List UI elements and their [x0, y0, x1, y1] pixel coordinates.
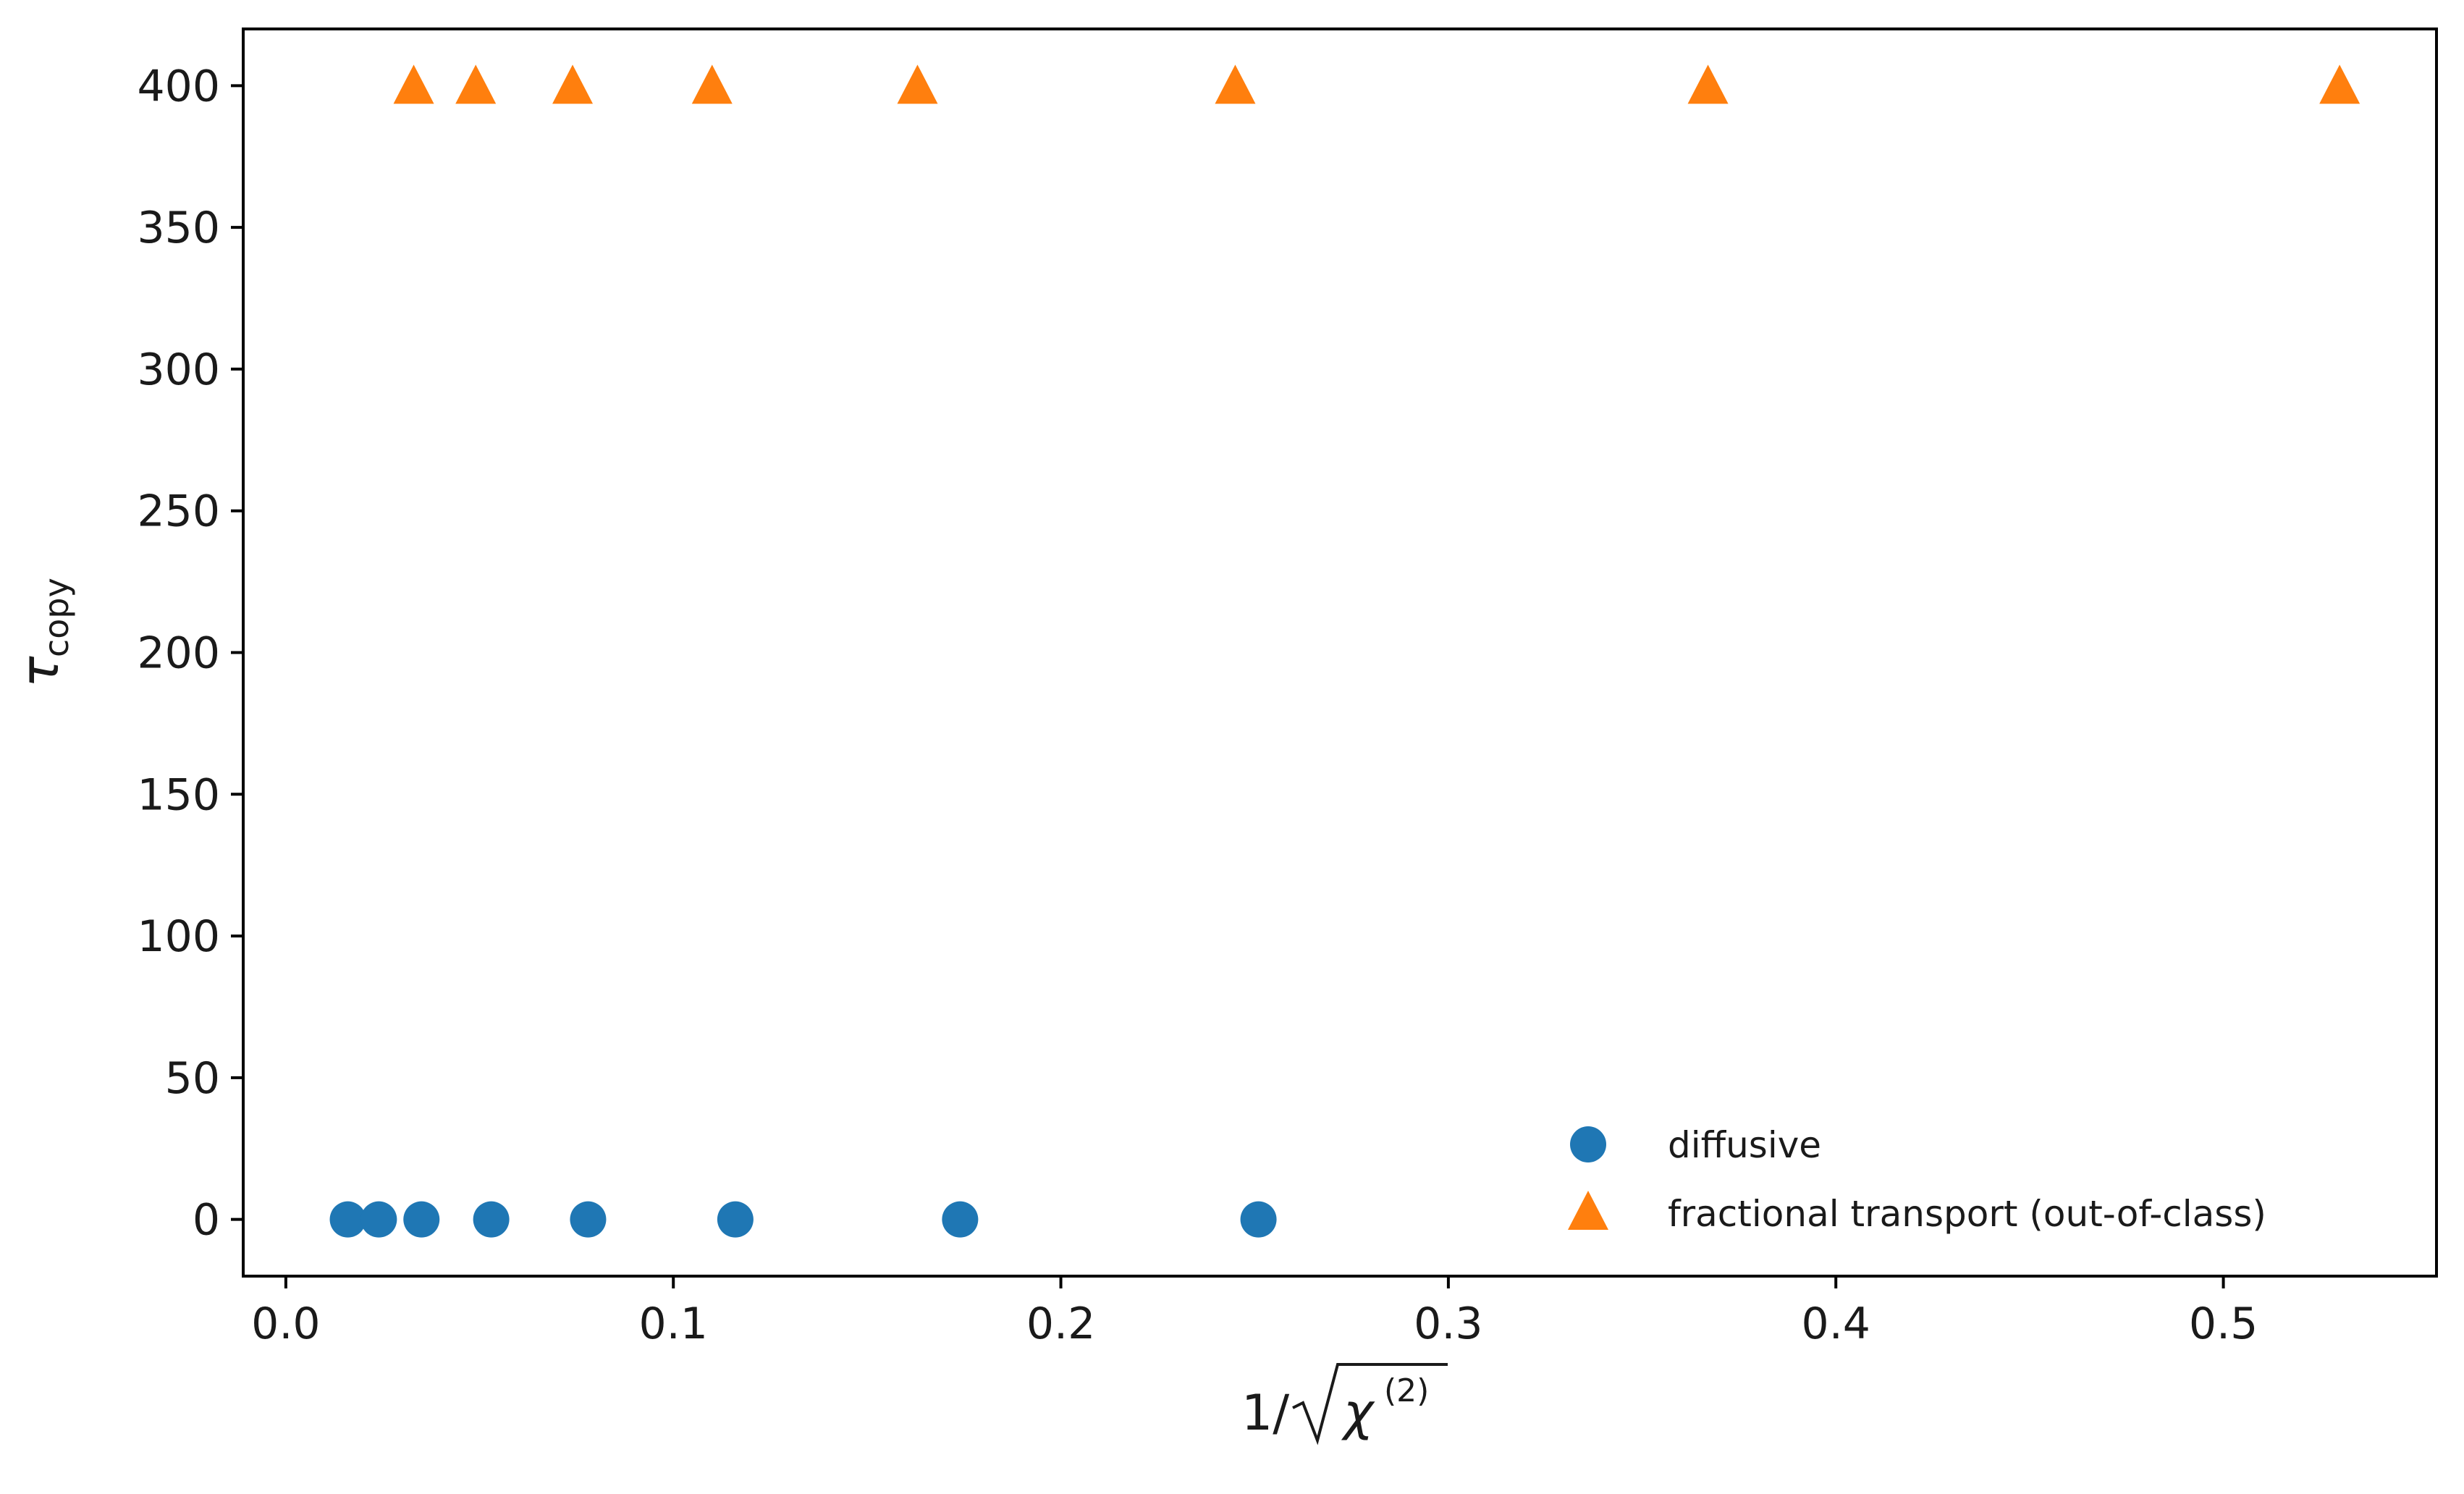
y-axis-label: τ copy — [9, 578, 76, 688]
y-tick-label: 350 — [137, 203, 220, 253]
legend-label-diffusive: diffusive — [1668, 1124, 1821, 1166]
data-point-diffusive — [329, 1201, 366, 1238]
y-tick-label: 50 — [165, 1053, 220, 1104]
y-tick-label: 200 — [137, 628, 220, 679]
plot-area — [243, 29, 2436, 1276]
data-point-diffusive — [1240, 1201, 1277, 1238]
data-point-diffusive — [717, 1201, 754, 1238]
legend-marker-fractional — [1568, 1191, 1608, 1230]
data-point-fractional — [393, 64, 434, 104]
x-tick-label: 0.0 — [251, 1299, 320, 1349]
x-tick-label: 0.5 — [2189, 1299, 2258, 1349]
legend: diffusive fractional transport (out-of-c… — [1568, 1124, 2266, 1235]
x-tick-label: 0.4 — [1802, 1299, 1870, 1349]
y-axis-label-tau: τ — [9, 656, 70, 688]
y-tick-label: 150 — [137, 769, 220, 820]
data-point-fractional — [1215, 64, 1256, 104]
x-axis-label-superscript: (2) — [1384, 1372, 1429, 1409]
data-point-diffusive — [403, 1201, 440, 1238]
x-tick-label: 0.3 — [1414, 1299, 1482, 1349]
data-point-diffusive — [360, 1201, 397, 1238]
data-point-fractional — [2319, 64, 2360, 104]
data-point-fractional — [455, 64, 497, 104]
data-marks — [329, 64, 2360, 1238]
data-point-fractional — [552, 64, 594, 104]
data-point-fractional — [691, 64, 733, 104]
x-tick-label: 0.2 — [1026, 1299, 1095, 1349]
x-axis-label-radical — [1292, 1363, 1448, 1446]
x-axis-label: 1/ χ (2) — [1241, 1363, 1448, 1446]
data-point-diffusive — [473, 1201, 510, 1238]
legend-label-fractional: fractional transport (out-of-class) — [1668, 1193, 2266, 1235]
ticks: 0.0 0.1 0.2 0.3 0.4 0.5 0 50 100 150 200 250 300 350 4… — [137, 61, 2258, 1349]
data-point-diffusive — [942, 1201, 979, 1238]
y-tick-label: 300 — [137, 345, 220, 395]
data-point-fractional — [1687, 64, 1729, 104]
data-point-fractional — [897, 64, 938, 104]
plot-frame — [242, 28, 2438, 1278]
y-tick-label: 100 — [137, 911, 220, 962]
y-tick-label: 0 — [193, 1195, 220, 1246]
legend-marker-diffusive — [1570, 1126, 1606, 1162]
y-axis-label-subscript: copy — [37, 578, 76, 657]
y-tick-label: 250 — [137, 486, 220, 537]
data-point-diffusive — [570, 1201, 607, 1238]
y-tick-label: 400 — [137, 61, 220, 111]
x-axis-label-prefix: 1/ — [1241, 1385, 1289, 1442]
x-tick-label: 0.1 — [639, 1299, 708, 1349]
x-axis-label-chi: χ — [1341, 1383, 1375, 1442]
